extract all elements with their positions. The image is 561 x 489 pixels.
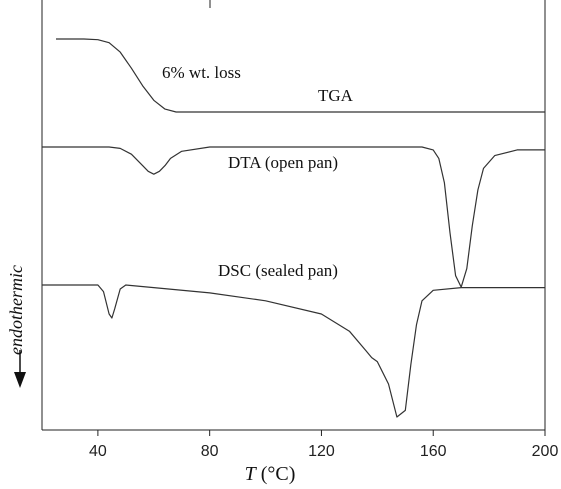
- curve-tga: [56, 38, 545, 113]
- curves: [42, 38, 545, 418]
- x-tick-label-80: 80: [201, 443, 219, 460]
- x-tick-label-40: 40: [89, 443, 107, 460]
- tga-label: TGA: [318, 86, 354, 105]
- y-axis-label: endothermic: [6, 265, 26, 355]
- dsc-label: DSC (sealed pan): [218, 261, 338, 280]
- x-tick-label-160: 160: [420, 443, 447, 460]
- x-tick-label-200: 200: [532, 443, 559, 460]
- curve-dsc: [42, 284, 545, 418]
- x-tick-label-120: 120: [308, 443, 335, 460]
- x-axis-ticks: 40 80 120 160 200: [89, 430, 558, 460]
- wt-loss-annotation: 6% wt. loss: [162, 63, 241, 82]
- endothermic-arrowhead: [14, 372, 26, 388]
- x-axis-unit: (°C): [261, 463, 296, 485]
- dta-label: DTA (open pan): [228, 153, 338, 172]
- x-axis-title: T (°C): [245, 463, 296, 485]
- x-axis-variable: T: [245, 463, 258, 485]
- curve-dta: [42, 146, 545, 288]
